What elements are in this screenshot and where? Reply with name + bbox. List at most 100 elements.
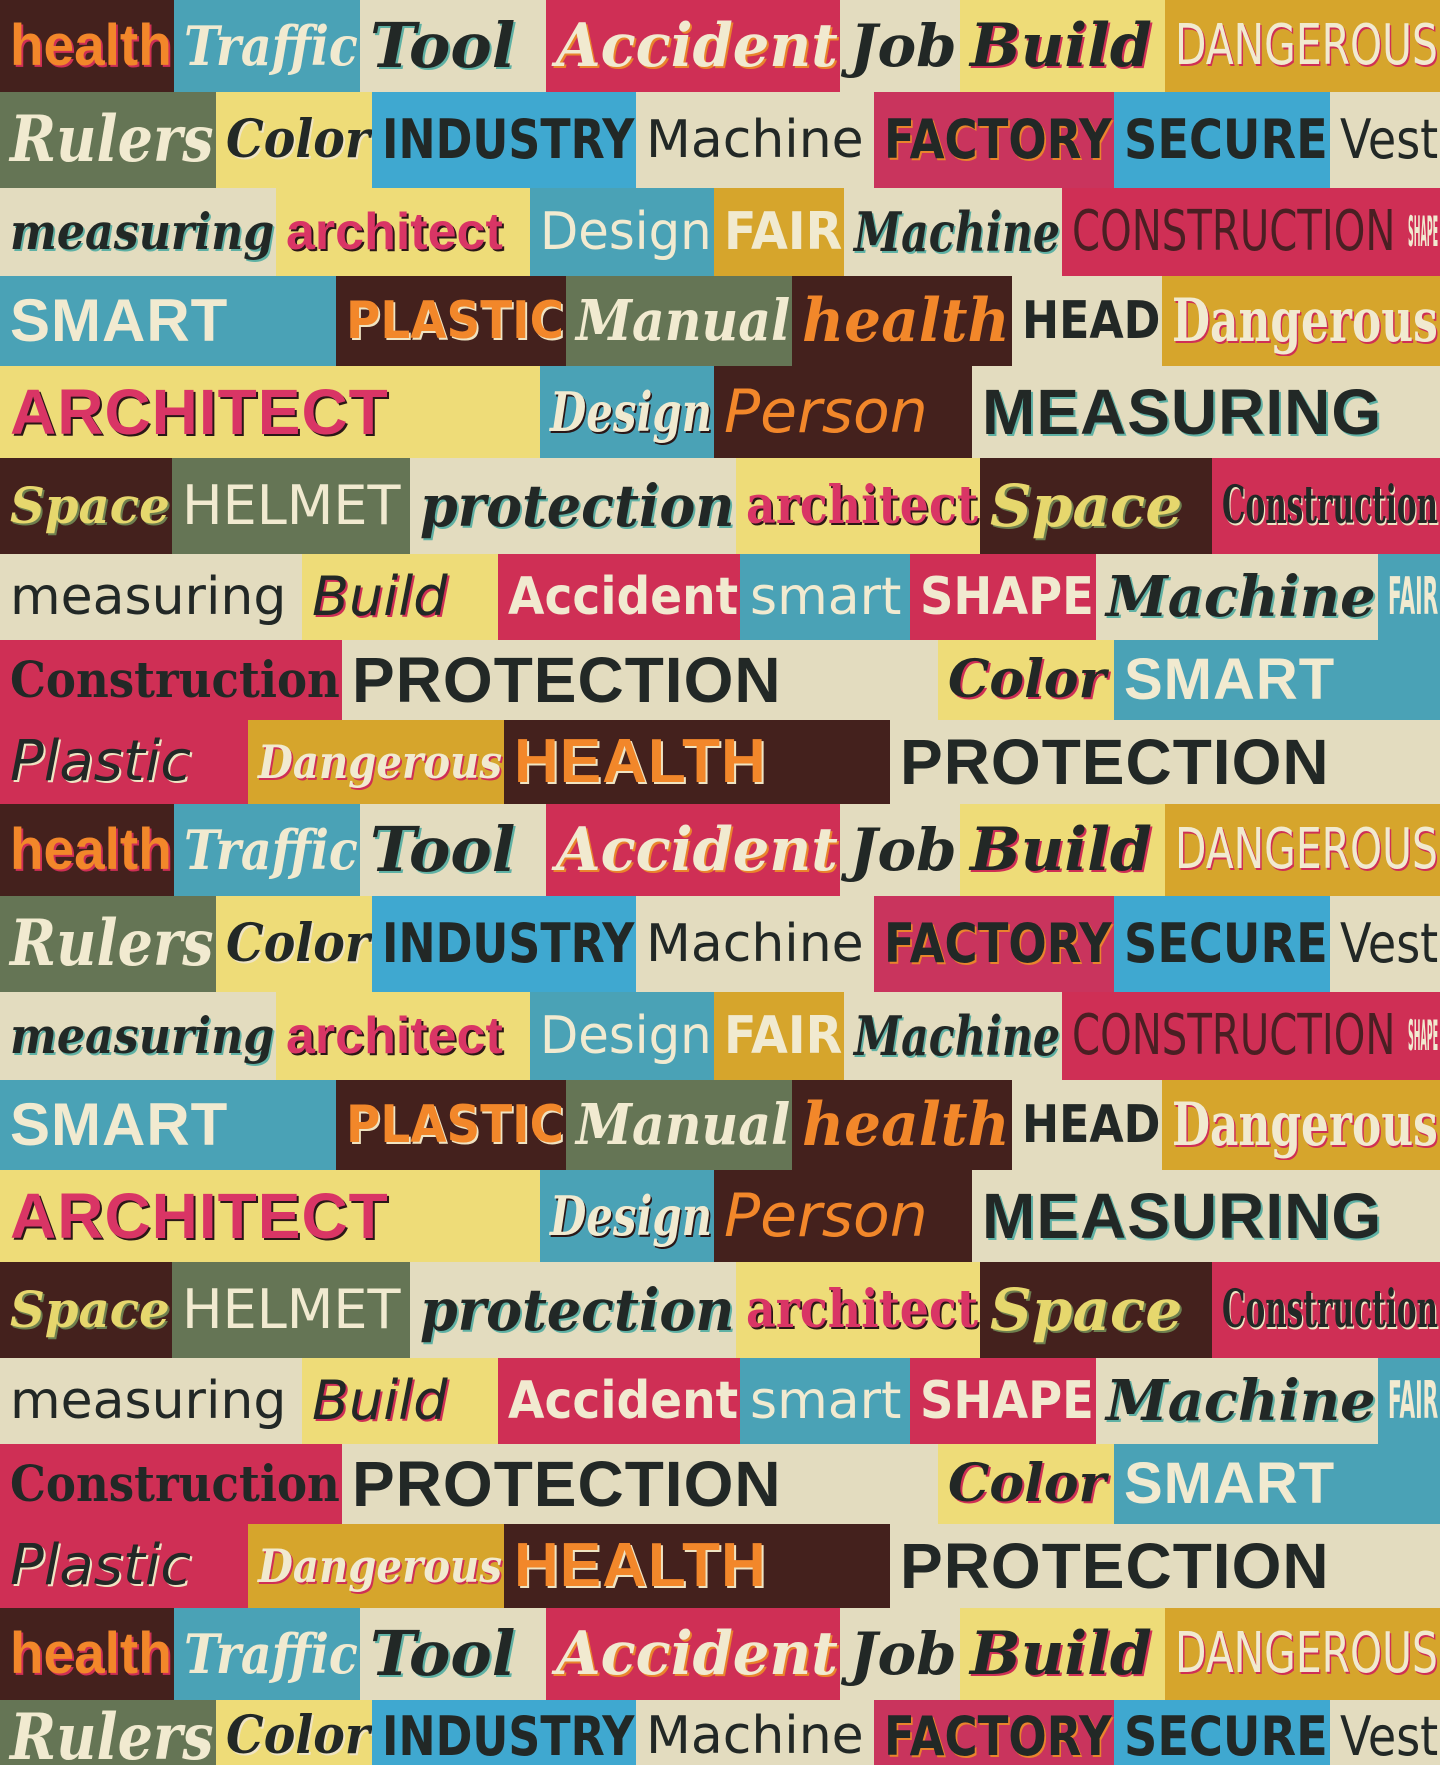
word-tile: Person [714, 1170, 972, 1262]
word-tile: Build [960, 1608, 1165, 1700]
word-tile: PLASTIC [336, 1080, 566, 1170]
word-tile: Job [840, 0, 960, 92]
word-tile: INDUSTRY [372, 1700, 636, 1765]
word-tile: SMART [0, 1080, 336, 1170]
word-tile: PLASTIC [336, 276, 566, 366]
word-tile: measuring [0, 554, 302, 640]
word-tile: Dangerous [1162, 276, 1440, 366]
word-tile: Plastic [0, 1524, 248, 1608]
word-tile: Machine [844, 188, 1062, 276]
word-row: Rulers Color INDUSTRY Machine FACTORY SE… [0, 896, 1440, 992]
word-row: Plastic Dangerous HEALTH PROTECTION [0, 720, 1440, 804]
word-tile: Machine [844, 992, 1062, 1080]
word-tile: SHAPE [1398, 188, 1440, 276]
word-row: health Traffic Tool Accident Job Build D… [0, 1608, 1440, 1700]
word-tile: architect [736, 458, 980, 554]
word-tile: Design [530, 188, 714, 276]
word-tile: ARCHITECT [0, 1170, 540, 1262]
word-tile: PROTECTION [890, 720, 1440, 804]
word-tile: Traffic [174, 804, 360, 896]
word-tile: SMART [0, 276, 336, 366]
word-tile: protection [410, 458, 736, 554]
word-tile: DANGEROUS [1165, 1608, 1440, 1700]
word-tile: Plastic [0, 720, 248, 804]
word-tile: Vest [1330, 896, 1440, 992]
word-tile: HELMET [172, 1262, 410, 1358]
word-tile: smart [740, 1358, 910, 1444]
word-tile: CONSTRUCTION [1062, 992, 1398, 1080]
word-tile: Build [302, 554, 498, 640]
word-tile: measuring [0, 992, 276, 1080]
word-row: Rulers Color INDUSTRY Machine FACTORY SE… [0, 92, 1440, 188]
word-tile: INDUSTRY [372, 896, 636, 992]
word-tile: Accident [546, 1608, 840, 1700]
word-tile: Construction [0, 640, 342, 720]
word-tile: Vest [1330, 92, 1440, 188]
word-row: SMART PLASTIC Manual health HEAD Dangero… [0, 1080, 1440, 1170]
word-row: SMART PLASTIC Manual health HEAD Dangero… [0, 276, 1440, 366]
word-tile: Construction [0, 1444, 342, 1524]
word-tile: Tool [360, 0, 546, 92]
word-tile: FAIR [1378, 1358, 1440, 1444]
word-tile: Manual [566, 1080, 792, 1170]
word-tile: Vest [1330, 1700, 1440, 1765]
word-tile: health [0, 0, 174, 92]
word-tile: ARCHITECT [0, 366, 540, 458]
word-tile: Build [302, 1358, 498, 1444]
word-row: measuring architect Design FAIR Machine … [0, 188, 1440, 276]
word-tile: health [792, 276, 1012, 366]
word-tile: SECURE [1114, 92, 1330, 188]
word-tile: SMART [1114, 640, 1440, 720]
word-tile: FAIR [1378, 554, 1440, 640]
word-tile: Job [840, 1608, 960, 1700]
word-tile: FAIR [714, 188, 844, 276]
word-tile: Accident [546, 0, 840, 92]
word-tile: SECURE [1114, 1700, 1330, 1765]
word-tile: Build [960, 0, 1165, 92]
word-tile: Rulers [0, 92, 216, 188]
word-row: measuring Build Accident smart SHAPE Mac… [0, 554, 1440, 640]
word-tile: PROTECTION [342, 1444, 938, 1524]
word-tile: protection [410, 1262, 736, 1358]
word-tile: smart [740, 554, 910, 640]
word-row: Space HELMET protection architect Space … [0, 458, 1440, 554]
word-tile: Color [938, 640, 1114, 720]
word-tile: DANGEROUS [1165, 0, 1440, 92]
word-tile: SHAPE [910, 554, 1096, 640]
word-tile: HELMET [172, 458, 410, 554]
word-tile: DANGEROUS [1165, 804, 1440, 896]
word-tile: Machine [1096, 1358, 1378, 1444]
word-tile: Accident [498, 1358, 740, 1444]
word-row: Construction PROTECTION Color SMART [0, 1444, 1440, 1524]
word-tile: Accident [498, 554, 740, 640]
word-tile: Machine [1096, 554, 1378, 640]
word-tile: Construction [1212, 458, 1440, 554]
word-row: Construction PROTECTION Color SMART [0, 640, 1440, 720]
word-row: measuring Build Accident smart SHAPE Mac… [0, 1358, 1440, 1444]
word-tile: measuring [0, 1358, 302, 1444]
word-tile: MEASURING [972, 1170, 1440, 1262]
word-tile: Space [980, 1262, 1212, 1358]
word-tile: health [0, 1608, 174, 1700]
word-tile: FACTORY [874, 1700, 1114, 1765]
word-tile: INDUSTRY [372, 92, 636, 188]
word-tile: Design [530, 992, 714, 1080]
word-tile: FACTORY [874, 92, 1114, 188]
word-tile: FACTORY [874, 896, 1114, 992]
word-tile: SHAPE [910, 1358, 1096, 1444]
word-tile: SECURE [1114, 896, 1330, 992]
word-tile: Design [540, 366, 714, 458]
word-tile: MEASURING [972, 366, 1440, 458]
word-tile: Manual [566, 276, 792, 366]
word-tile: SHAPE [1398, 992, 1440, 1080]
word-tile: Space [0, 1262, 172, 1358]
word-row: ARCHITECT Design Person MEASURING [0, 1170, 1440, 1262]
word-tile: CONSTRUCTION [1062, 188, 1398, 276]
word-row: ARCHITECT Design Person MEASURING [0, 366, 1440, 458]
word-tile: architect [736, 1262, 980, 1358]
word-tile: Job [840, 804, 960, 896]
word-tile: Machine [636, 1700, 874, 1765]
word-tile: health [792, 1080, 1012, 1170]
word-tile: Dangerous [1162, 1080, 1440, 1170]
